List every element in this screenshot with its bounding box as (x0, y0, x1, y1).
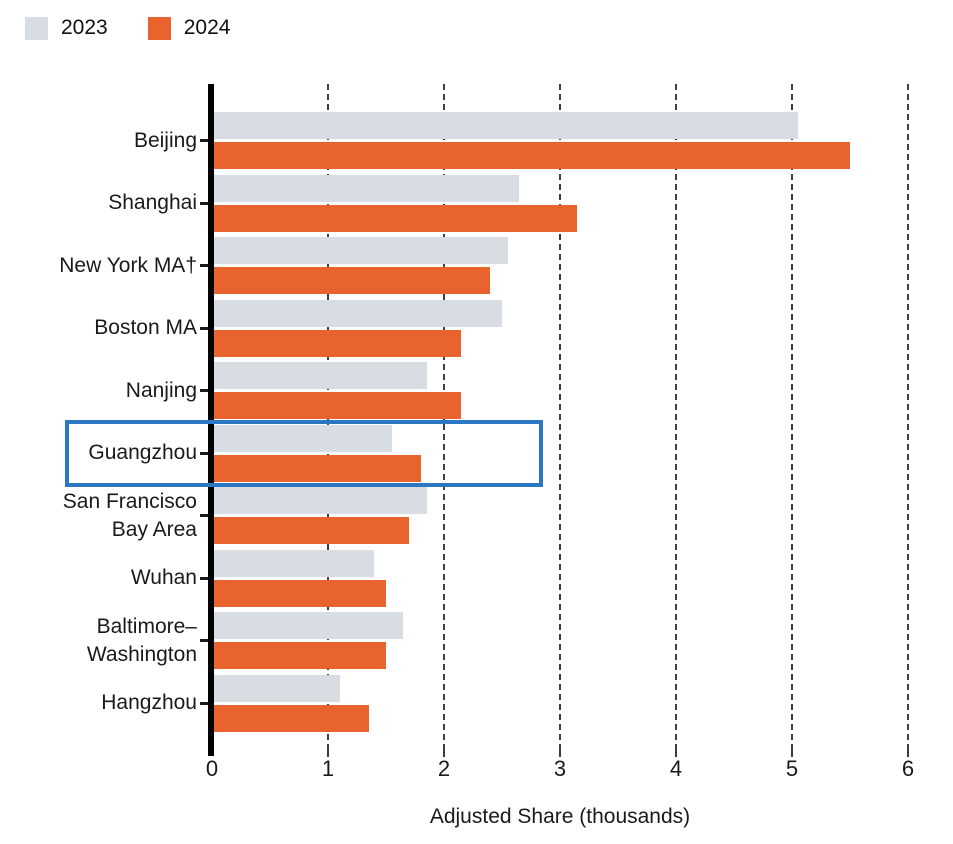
gridline-5 (791, 84, 793, 750)
x-tick-mark-1 (327, 750, 329, 757)
gridline-4 (675, 84, 677, 750)
bar-2024-shanghai (213, 204, 578, 232)
legend-label-2024: 2024 (183, 16, 231, 39)
x-tick-mark-3 (559, 750, 561, 757)
x-tick-mark-6 (907, 750, 909, 757)
bar-2023-nanjing (213, 362, 427, 389)
category-label-line: Shanghai (108, 191, 197, 214)
x-tick-label-1: 1 (321, 756, 335, 781)
x-tick-mark-5 (791, 750, 793, 757)
bar-2024-nanjing (213, 392, 462, 419)
category-label-wuhan: Wuhan (0, 564, 197, 592)
y-tick-mark-4 (200, 389, 209, 392)
bar-2024-san-francisco-bay-area (213, 517, 410, 544)
category-label-line: Nanjing (125, 378, 197, 402)
x-tick-label-2: 2 (437, 756, 451, 781)
y-tick-mark-9 (200, 701, 209, 705)
category-label-line: Boston MA (94, 316, 197, 339)
bar-2023-shanghai (213, 174, 520, 202)
x-tick-label-4: 4 (669, 756, 683, 781)
category-label-hangzhou: Hangzhou (0, 689, 197, 717)
category-label-line: Beijing (133, 128, 197, 152)
y-tick-mark-1 (200, 201, 209, 205)
legend: 2023 2024 (25, 16, 230, 40)
bar-2024-wuhan (213, 579, 386, 607)
category-label-nanjing: Nanjing (0, 377, 197, 405)
bar-2023-boston-ma (213, 299, 502, 327)
bar-2024-beijing (213, 142, 850, 169)
category-label-shanghai: Shanghai (0, 189, 197, 217)
x-tick-label-3: 3 (553, 756, 567, 781)
y-tick-mark-0 (200, 139, 209, 142)
highlight-box-guangzhou (65, 420, 543, 487)
gridline-3 (559, 84, 561, 750)
x-tick-mark-4 (675, 750, 677, 757)
category-label-guangzhou: Guangzhou (0, 439, 197, 467)
category-label-new-york-ma-: New York MA† (0, 252, 197, 280)
category-label-line: Wuhan (130, 566, 197, 589)
y-tick-mark-2 (200, 264, 209, 267)
y-tick-mark-7 (200, 576, 209, 580)
bar-2023-baltimore-washington (213, 612, 404, 639)
legend-swatch-2023 (25, 16, 48, 40)
y-tick-mark-6 (200, 514, 209, 517)
category-label-beijing: Beijing (0, 127, 197, 155)
category-label-baltimore-washington: Baltimore– Washington (0, 613, 197, 669)
x-tick-label-0: 0 (205, 756, 219, 781)
category-label-line: New York MA† (59, 253, 197, 277)
bar-2023-wuhan (213, 549, 375, 577)
bar-2024-guangzhou (213, 454, 421, 482)
y-tick-mark-3 (200, 326, 209, 330)
category-label-line: Hangzhou (101, 691, 197, 714)
legend-label-2023: 2023 (61, 16, 108, 39)
category-label-san-francisco-bay-area: San Francisco Bay Area (0, 488, 197, 544)
x-axis-title: Adjusted Share (thousands) (429, 805, 691, 828)
category-label-line: Baltimore– (96, 614, 197, 638)
category-label-line: Bay Area (111, 517, 197, 541)
bar-2023-san-francisco-bay-area (213, 487, 427, 514)
legend-item-2024: 2024 (147, 16, 231, 40)
bar-2024-baltimore-washington (213, 642, 386, 669)
x-tick-mark-2 (443, 750, 445, 757)
bar-2023-hangzhou (213, 674, 340, 702)
bar-2024-hangzhou (213, 704, 369, 732)
category-label-line: San Francisco (62, 489, 197, 513)
category-label-boston-ma: Boston MA (0, 314, 197, 342)
x-tick-label-6: 6 (901, 756, 915, 781)
bar-2023-guangzhou (213, 424, 392, 452)
x-tick-label-5: 5 (785, 756, 799, 781)
category-label-line: Guangzhou (88, 441, 197, 464)
y-tick-mark-8 (200, 639, 209, 642)
y-tick-mark-5 (200, 451, 209, 455)
gridline-6 (907, 84, 909, 750)
bar-2024-boston-ma (213, 329, 462, 357)
legend-item-2023: 2023 (25, 16, 108, 40)
bar-2023-beijing (213, 112, 798, 139)
legend-swatch-2024 (147, 16, 171, 40)
bar-2024-new-york-ma- (213, 267, 491, 294)
bar-2023-new-york-ma- (213, 237, 508, 264)
category-label-line: Washington (86, 642, 197, 666)
